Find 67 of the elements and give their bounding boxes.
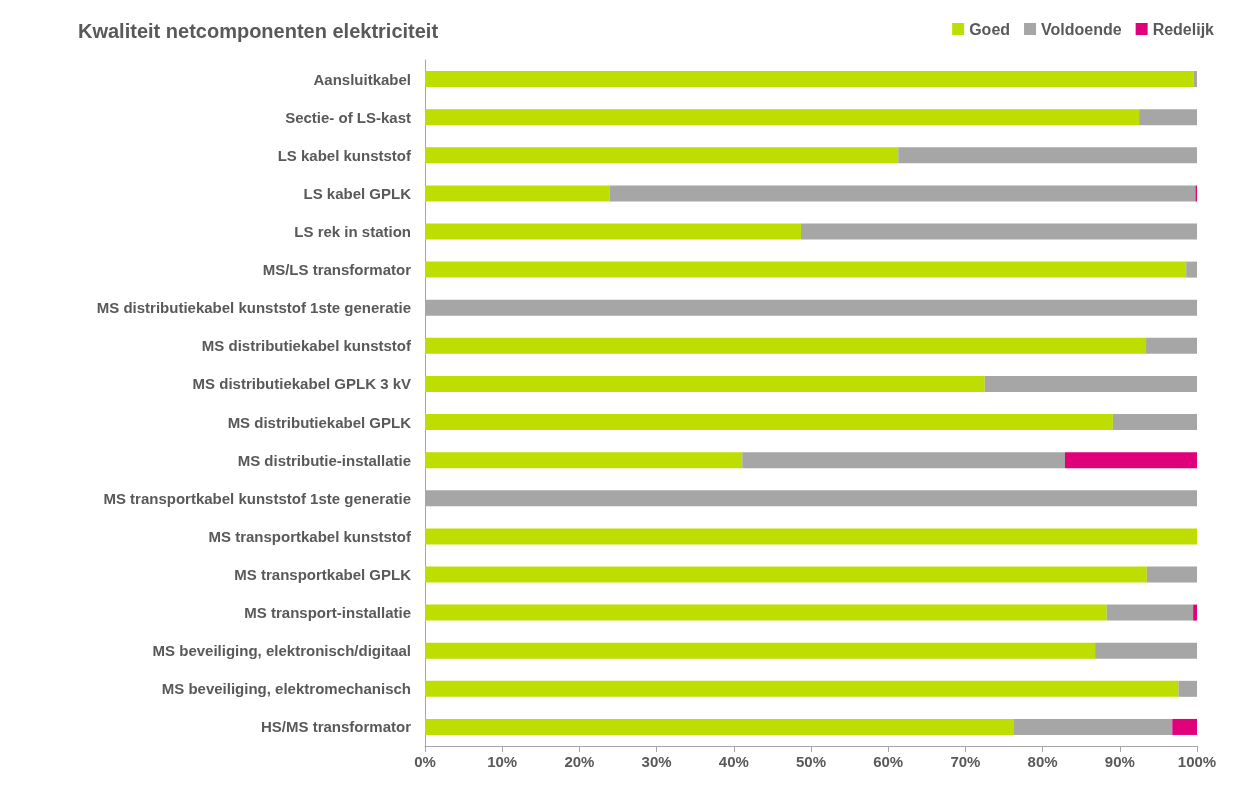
bar — [1146, 566, 1197, 583]
y-tick-label: Aansluitkabel — [313, 70, 411, 88]
y-tick-label: MS transportkabel kunststof — [208, 527, 412, 545]
y-tick-label: MS distributie-installatie — [237, 451, 411, 469]
bar — [425, 566, 1147, 583]
y-tick-label: MS transportkabel GPLK — [234, 566, 412, 583]
bar — [425, 642, 1096, 659]
y-tick-label: MS transport-installatie — [244, 604, 411, 622]
x-tick-label: 20% — [564, 753, 595, 770]
y-tick-label: LS rek in station — [294, 223, 411, 240]
bar — [1095, 642, 1197, 659]
y-tick-label: MS/LS transformator — [262, 261, 412, 279]
y-tick-label: MS distributiekabel kunststof — [201, 337, 412, 355]
y-tick-label: MS distributiekabel GPLK — [227, 413, 412, 431]
y-tick-label: MS beveiliging, elektronisch/digitaal — [152, 642, 411, 660]
legend-label: Voldoende — [1041, 20, 1122, 38]
bar — [425, 452, 743, 469]
bar — [984, 375, 1197, 392]
bar — [425, 337, 1147, 354]
bar — [898, 147, 1197, 164]
bar — [1178, 680, 1197, 697]
bar — [425, 680, 1179, 697]
bar — [1172, 718, 1197, 735]
y-tick-label: MS transportkabel kunststof 1ste generatie — [103, 489, 411, 507]
x-tick-label: 60% — [873, 753, 904, 770]
bar — [425, 604, 1107, 621]
y-tick-label: LS kabel kunststof — [277, 146, 412, 164]
bar — [800, 223, 1197, 240]
text: Kwaliteit netcomponenten elektriciteit — [78, 20, 439, 42]
bar — [1014, 718, 1173, 735]
bar — [425, 71, 1194, 88]
x-tick-label: 80% — [1027, 753, 1058, 770]
bar — [425, 718, 1015, 735]
bar — [1186, 261, 1197, 278]
x-tick-label: 30% — [641, 753, 672, 770]
y-tick-label: MS distributiekabel kunststof 1ste generatie — [96, 299, 411, 317]
bar — [1193, 71, 1197, 88]
bar — [425, 528, 1197, 545]
y-tick-label: MS beveiliging, elektromechanisch — [161, 680, 411, 698]
legend-label: Redelijk — [1152, 20, 1215, 38]
bar — [425, 375, 985, 392]
bar — [425, 414, 1113, 431]
bar — [1193, 604, 1197, 621]
x-tick-label: 100% — [1177, 753, 1217, 770]
y-tick-label: HS/MS transformator — [260, 718, 412, 736]
bar — [1112, 414, 1197, 431]
bar — [609, 185, 1196, 202]
bar — [425, 147, 899, 164]
bar — [742, 452, 1065, 469]
bar — [425, 223, 801, 240]
legend-label: Goed — [969, 20, 1011, 38]
bar — [425, 109, 1140, 126]
bar — [1064, 452, 1197, 469]
x-tick-label: 0% — [414, 753, 436, 770]
x-tick-label: 50% — [795, 753, 827, 770]
x-tick-label: 70% — [950, 753, 981, 770]
bar — [1106, 604, 1194, 621]
bar — [425, 261, 1187, 278]
y-tick-label: MS distributiekabel GPLK 3 kV — [192, 375, 411, 393]
y-tick-label: LS kabel GPLK — [303, 184, 412, 202]
bar — [1146, 337, 1197, 354]
bar — [425, 185, 610, 202]
x-tick-label: 90% — [1104, 753, 1135, 770]
bar — [1139, 109, 1197, 126]
x-tick-label: 40% — [718, 753, 749, 770]
x-tick-label: 10% — [487, 753, 518, 770]
y-tick-label: Sectie- of LS-kast — [285, 108, 411, 126]
